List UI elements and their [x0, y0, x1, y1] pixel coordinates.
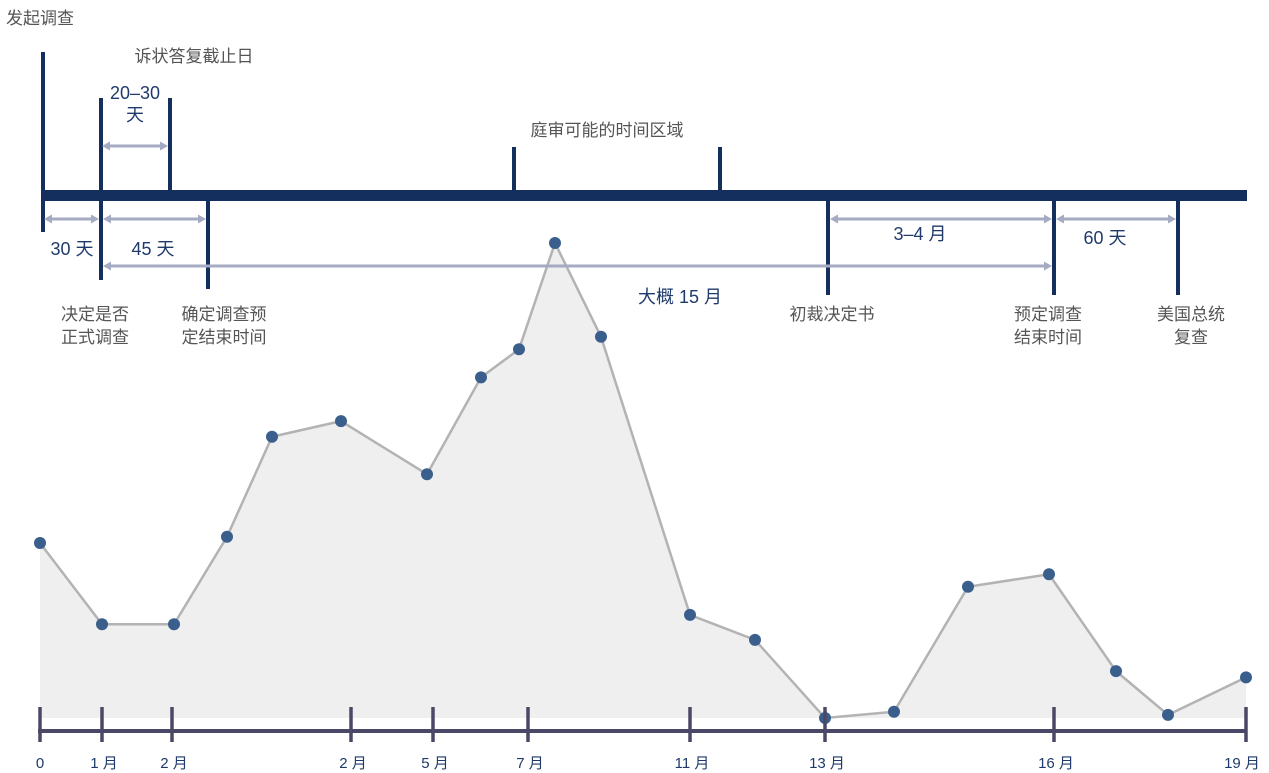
- data-point-18: [1162, 708, 1174, 721]
- x-tick-label-9: 19 月: [1224, 755, 1260, 772]
- marker-scheduled-end: [1052, 199, 1056, 295]
- event-president-review-line1: 美国总统: [1157, 305, 1225, 324]
- marker-1: [99, 98, 103, 280]
- duration-30-days: 30 天: [50, 239, 93, 259]
- answer-days-line1: 20–30: [110, 83, 160, 103]
- duration-arrows: [44, 141, 1176, 271]
- hearing-window-label: 庭审可能的时间区域: [531, 121, 684, 140]
- x-tick-label-6: 11 月: [675, 755, 710, 772]
- data-point-19: [1240, 671, 1252, 684]
- x-tick-label-2: 2 月: [160, 755, 188, 772]
- data-point-2: [168, 618, 180, 631]
- data-point-9: [549, 237, 561, 249]
- event-decide-formal-line2: 正式调查: [61, 328, 129, 347]
- series-line: [39, 239, 1247, 720]
- data-point-1: [96, 618, 108, 631]
- marker-initial-ruling: [826, 199, 830, 295]
- chart-plot: [34, 237, 1252, 724]
- timeline-bar: [42, 190, 1247, 201]
- duration-45-days: 45 天: [131, 239, 174, 259]
- data-point-8: [513, 343, 525, 356]
- event-confirm-end-line2: 定结束时间: [182, 328, 267, 347]
- marker-hearing-end: [718, 147, 722, 192]
- data-point-14: [888, 705, 900, 718]
- arrow-3-4: [830, 214, 1052, 224]
- marker-hearing-start: [512, 147, 516, 192]
- data-point-3: [221, 530, 233, 543]
- data-point-10: [595, 330, 607, 343]
- data-point-7: [475, 371, 487, 384]
- data-point-17: [1110, 665, 1122, 678]
- data-point-6: [421, 468, 433, 481]
- timeline: 发起调查 诉状答复截止日 庭审可能的时间区域 决定是否 正式调查 确定调查预 定…: [6, 9, 1247, 347]
- data-point-16: [1043, 568, 1055, 581]
- data-point-11: [684, 608, 696, 621]
- event-decide-formal-line1: 决定是否: [61, 305, 129, 324]
- x-tick-label-8: 16 月: [1038, 755, 1074, 772]
- x-axis-labels: 0 1 月 2 月 2 月 5 月 7 月 11 月 13 月 16 月 19 月: [36, 755, 1260, 772]
- duration-about-15-months: 大概 15 月: [638, 287, 722, 307]
- arrow-60: [1056, 214, 1176, 224]
- event-scheduled-end-line1: 预定调查: [1014, 305, 1082, 324]
- data-point-15: [962, 580, 974, 593]
- event-scheduled-end-line2: 结束时间: [1014, 328, 1082, 347]
- data-point-4: [266, 430, 278, 443]
- x-tick-label-7: 13 月: [809, 755, 845, 772]
- marker-answer-deadline: [168, 98, 172, 192]
- event-confirm-end-line1: 确定调查预: [182, 305, 267, 324]
- area-fill: [40, 243, 1246, 718]
- answer-days-line2: 天: [126, 105, 144, 125]
- data-point-5: [335, 415, 347, 428]
- x-tick-label-4: 5 月: [421, 755, 449, 772]
- arrow-45: [103, 214, 206, 224]
- x-axis: 0 1 月 2 月 2 月 5 月 7 月 11 月 13 月 16 月 19 月: [36, 707, 1260, 772]
- x-tick-label-5: 7 月: [516, 755, 544, 772]
- marker-start: [41, 52, 45, 232]
- data-points: [34, 237, 1252, 724]
- duration-3-4-months: 3–4 月: [893, 224, 946, 244]
- x-tick-label-0: 0: [36, 755, 44, 772]
- answer-deadline-label: 诉状答复截止日: [135, 47, 254, 66]
- start-label: 发起调查: [6, 9, 74, 28]
- x-axis-ticks: [38, 707, 1248, 742]
- duration-60-days: 60 天: [1083, 228, 1126, 248]
- x-tick-label-1: 1 月: [90, 755, 118, 772]
- marker-confirm-end: [206, 199, 210, 289]
- x-tick-label-3: 2 月: [339, 755, 367, 772]
- arrow-15-months: [103, 261, 1052, 271]
- data-point-12: [749, 633, 761, 646]
- data-point-0: [34, 537, 46, 549]
- arrow-20-30: [102, 141, 168, 151]
- arrow-30: [44, 214, 99, 224]
- event-president-review-line2: 复查: [1174, 328, 1208, 347]
- event-initial-ruling: 初裁决定书: [790, 305, 875, 324]
- marker-president-review: [1176, 199, 1180, 295]
